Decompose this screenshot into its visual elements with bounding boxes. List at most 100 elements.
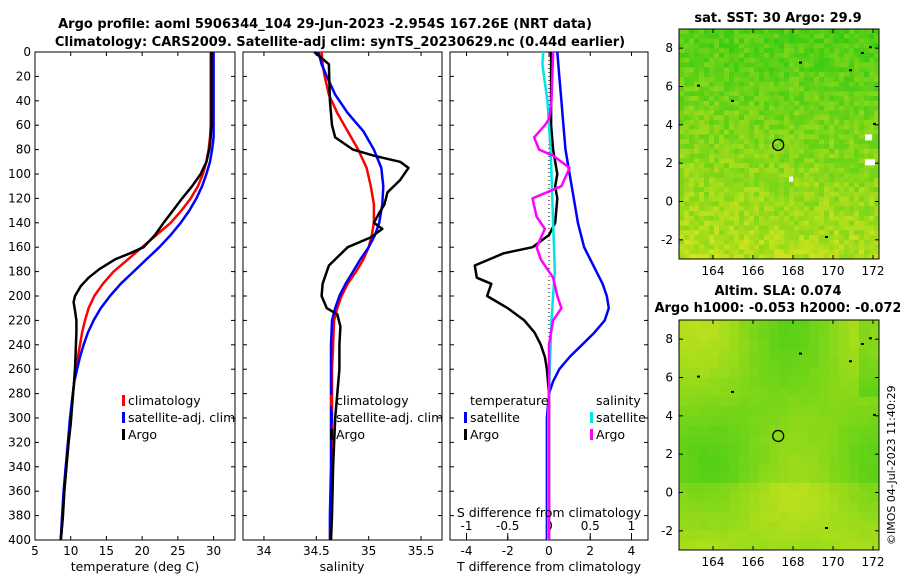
sst-heatmap-cell [799, 239, 805, 246]
sst-heatmap-cell [854, 182, 860, 188]
sst-heatmap-cell [729, 177, 735, 183]
sst-heatmap-cell [699, 182, 705, 188]
sst-heatmap-cell [774, 254, 780, 260]
sst-heatmap-cell [789, 201, 795, 207]
sst-heatmap-cell [824, 230, 830, 236]
sla-heatmap-cell [809, 387, 820, 398]
sst-heatmap-cell [749, 191, 755, 198]
x-tick-label: 4 [628, 544, 636, 558]
sst-heatmap-cell [789, 29, 795, 35]
sst-heatmap-cell [769, 201, 775, 207]
sst-heatmap-cell [789, 244, 795, 250]
sst-heatmap-cell [819, 177, 825, 183]
sla-heatmap-cell [819, 492, 830, 503]
sst-heatmap-cell [679, 211, 685, 217]
sst-heatmap-cell [704, 239, 710, 246]
legend-label-argo: Argo [128, 427, 157, 442]
sst-heatmap-cell [709, 220, 715, 226]
sla-heatmap-cell [799, 377, 810, 388]
sst-heatmap-cell [679, 167, 685, 174]
sst-heatmap-cell [864, 120, 870, 126]
sst-heatmap-cell [769, 96, 775, 102]
sst-heatmap-cell [769, 148, 775, 155]
sla-heatmap-cell [739, 435, 750, 446]
sst-heatmap-cell [799, 148, 805, 155]
sst-heatmap-cell [729, 129, 735, 135]
sst-heatmap-cell [829, 91, 835, 97]
sla-heatmap-cell [869, 473, 880, 484]
sst-heatmap-cell [869, 239, 875, 246]
sst-heatmap-cell [714, 191, 720, 198]
sst-heatmap-cell [749, 163, 755, 169]
sla-heatmap-cell [749, 358, 760, 369]
sst-heatmap-cell [714, 139, 720, 145]
sst-heatmap-cell [824, 62, 830, 68]
sst-heatmap-cell [684, 196, 690, 202]
sst-heatmap-cell [834, 43, 840, 49]
sla-heatmap-cell [749, 367, 760, 378]
sst-heatmap-cell [804, 196, 810, 202]
sst-heatmap-cell [829, 105, 835, 111]
sst-heatmap-cell [874, 52, 880, 59]
sla-map-title-line2: Argo h1000: -0.053 h2000: -0.072 [654, 301, 900, 316]
sst-heatmap-cell [704, 72, 710, 78]
sst-heatmap-cell [839, 129, 845, 135]
sst-heatmap-cell [779, 81, 785, 87]
sst-heatmap-cell [809, 67, 815, 73]
sst-heatmap-cell [854, 29, 860, 35]
sst-heatmap-cell [834, 254, 840, 260]
sst-heatmap-cell [699, 48, 705, 54]
sst-heatmap-cell [724, 139, 730, 145]
sla-heatmap-cell [739, 396, 750, 407]
sla-heatmap-cell [739, 444, 750, 455]
sst-heatmap-cell [784, 100, 790, 107]
sla-heatmap-cell [699, 444, 710, 455]
sst-heatmap-cell [824, 43, 830, 49]
legend-label-climatology: climatology [336, 393, 409, 408]
sst-heatmap-cell [709, 235, 715, 241]
sst-heatmap-cell [739, 134, 745, 140]
sst-heatmap-cell [754, 48, 760, 54]
sst-heatmap-cell [714, 134, 720, 140]
sst-heatmap-cell [739, 182, 745, 188]
sst-heatmap-cell [779, 230, 785, 236]
sst-heatmap-cell [734, 196, 740, 202]
sst-heatmap-cell [824, 254, 830, 260]
sst-heatmap-cell [834, 38, 840, 44]
sst-heatmap-cell [864, 225, 870, 231]
sst-heatmap-cell [799, 110, 805, 116]
sst-heatmap-cell [759, 67, 765, 73]
sst-heatmap-cell [849, 129, 855, 135]
sst-heatmap-cell [709, 129, 715, 135]
sst-heatmap-cell [729, 43, 735, 49]
sst-heatmap-cell [714, 182, 720, 188]
sst-heatmap-cell [829, 48, 835, 54]
sst-heatmap-cell [769, 57, 775, 64]
sst-heatmap-cell [844, 182, 850, 188]
sst-heatmap-cell [869, 100, 875, 107]
sst-heatmap-cell [729, 67, 735, 73]
sst-heatmap-cell [794, 215, 800, 222]
sst-heatmap-cell [694, 134, 700, 140]
sst-heatmap-cell [794, 134, 800, 140]
sst-heatmap-cell [759, 38, 765, 44]
sst-heatmap-cell [794, 158, 800, 164]
sst-heatmap-cell [779, 206, 785, 212]
sla-heatmap-cell [719, 530, 730, 541]
sst-heatmap-cell [854, 110, 860, 116]
sst-heatmap-cell [794, 187, 800, 193]
island-marker [873, 413, 876, 416]
sla-heatmap-cell [829, 387, 840, 398]
sst-heatmap-cell [874, 177, 880, 183]
sst-heatmap-cell [749, 215, 755, 222]
sst-heatmap-cell [689, 91, 695, 97]
sla-heatmap-cell [849, 425, 860, 436]
sst-heatmap-cell [769, 206, 775, 212]
sst-heatmap-cell [679, 62, 685, 68]
sst-heatmap-cell [749, 139, 755, 145]
sst-heatmap-cell [789, 120, 795, 126]
sst-heatmap-cell [754, 139, 760, 145]
sla-heatmap-cell [729, 387, 740, 398]
sla-heatmap-cell [869, 348, 880, 359]
sst-heatmap-cell [784, 72, 790, 78]
